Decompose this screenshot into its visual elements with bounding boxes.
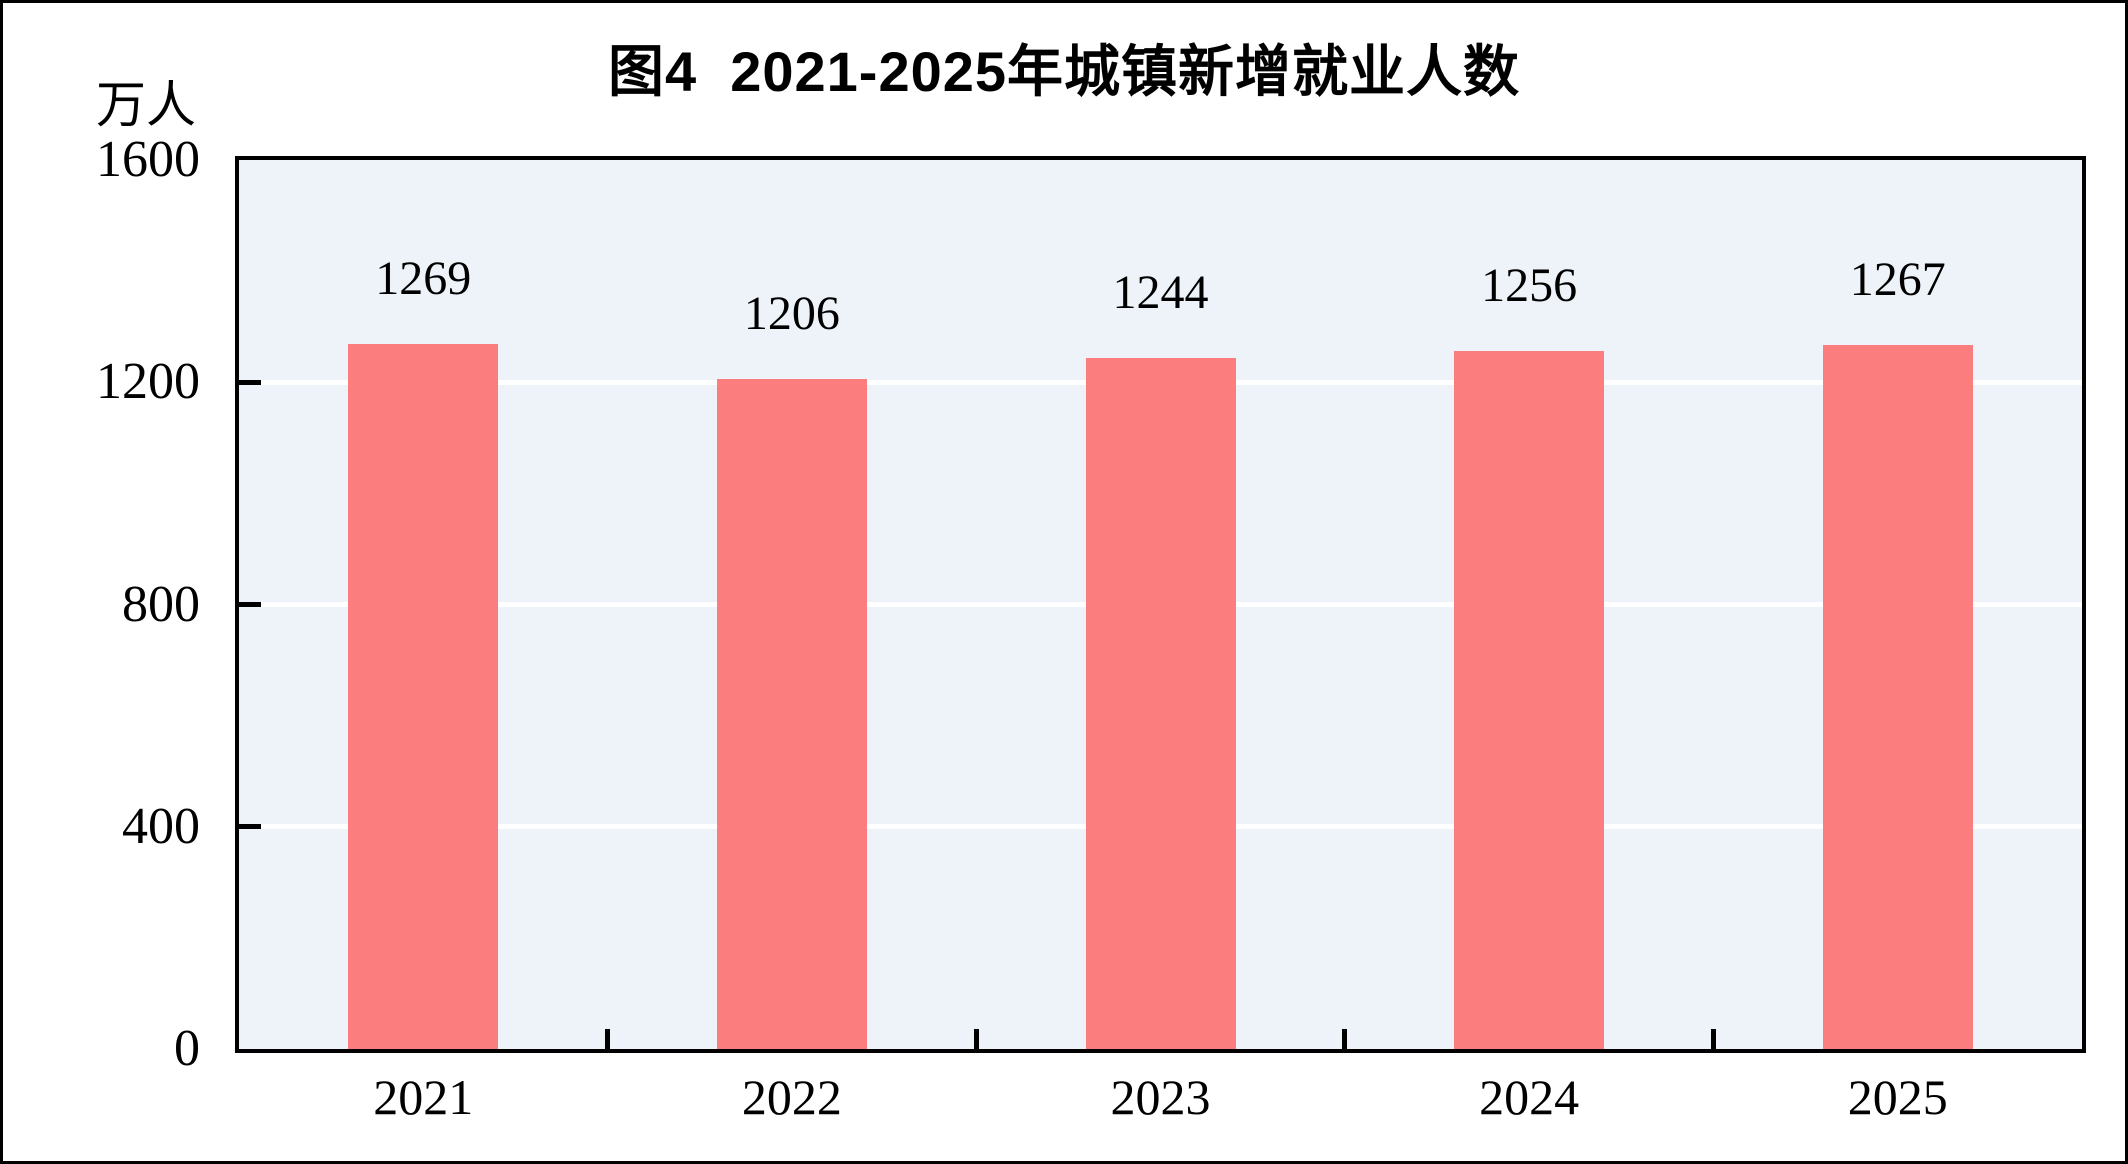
y-tick-mark-800 [239,602,261,607]
y-axis-unit-label: 万人 [96,77,196,133]
bar-2025 [1822,345,1973,1049]
y-tick-label-0: 0 [174,1020,200,1077]
x-tick-label-2023: 2023 [1110,1069,1211,1125]
bar-2023 [1085,357,1236,1049]
y-tick-mark-1200 [239,379,261,385]
x-tick-mark-2 [973,1029,979,1049]
x-tick-mark-1 [605,1029,611,1049]
bar-value-label-2023: 1244 [1112,265,1209,319]
chart-title: 图4 2021-2025年城镇新增就业人数 [607,40,1521,103]
bar-value-label-2024: 1256 [1481,259,1578,313]
bar-2022 [716,378,867,1049]
x-tick-label-2022: 2022 [741,1069,842,1125]
bar-value-label-2025: 1267 [1849,253,1946,307]
y-tick-label-800: 800 [122,575,200,633]
x-tick-mark-3 [1342,1029,1348,1049]
x-tick-label-2024: 2024 [1479,1069,1580,1125]
x-tick-label-2021: 2021 [373,1069,474,1125]
x-tick-label-2025: 2025 [1847,1069,1948,1125]
y-tick-label-1600: 1600 [96,131,200,188]
y-tick-label-400: 400 [122,797,200,855]
plot-area: 1269 1206 1244 1256 1267 [235,156,2086,1053]
bar-2021 [348,343,499,1049]
y-tick-mark-400 [239,824,261,830]
y-tick-label-1200: 1200 [96,353,200,411]
bar-2024 [1454,351,1605,1049]
bar-value-label-2021: 1269 [375,251,472,305]
x-tick-mark-4 [1710,1029,1716,1049]
bar-value-label-2022: 1206 [743,286,840,340]
